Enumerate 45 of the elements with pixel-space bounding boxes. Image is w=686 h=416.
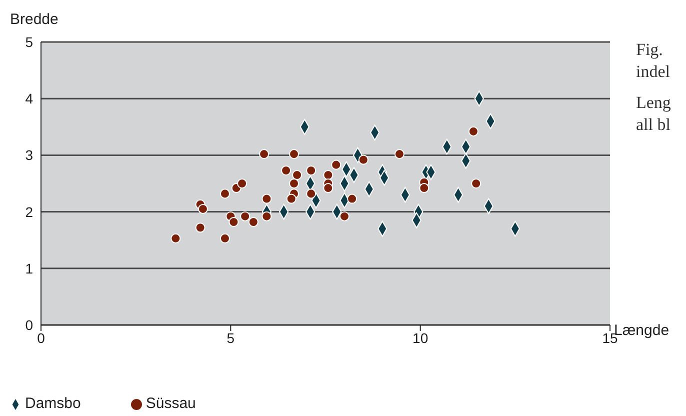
- point: [323, 170, 334, 180]
- y-tick-label: 2: [25, 204, 34, 220]
- point: [358, 154, 368, 165]
- point: [306, 188, 316, 199]
- point: [237, 178, 248, 189]
- text: Fig.: [636, 40, 663, 60]
- point: [281, 165, 292, 176]
- y-tick-label: 0: [25, 316, 34, 333]
- point: [198, 204, 208, 214]
- point: [347, 194, 358, 204]
- point: [419, 183, 430, 194]
- point: [394, 149, 404, 160]
- point: [240, 211, 250, 222]
- text: Leng: [636, 93, 671, 113]
- x-tick-label: 5: [226, 330, 235, 346]
- point: [262, 211, 272, 222]
- point: [220, 188, 230, 199]
- y-tick-label: 3: [25, 147, 34, 164]
- point: [220, 233, 230, 244]
- point: [471, 178, 482, 189]
- point: [228, 216, 239, 227]
- point: [292, 170, 302, 180]
- point: [248, 216, 258, 227]
- point: [468, 126, 478, 136]
- point: [331, 160, 342, 170]
- point: [339, 211, 350, 222]
- text: all bl: [636, 115, 670, 135]
- y-tick-label: 4: [25, 90, 34, 107]
- x-tick-label: 10: [412, 330, 428, 346]
- point: [289, 149, 300, 160]
- point: [289, 178, 300, 189]
- legend-label: Damsbo: [25, 395, 81, 412]
- y-tick-label: 5: [25, 34, 34, 50]
- point: [306, 165, 316, 176]
- point: [286, 194, 296, 204]
- text: indel: [636, 62, 670, 82]
- y-tick-label: 1: [25, 260, 34, 276]
- point: [323, 183, 334, 194]
- y-axis-title: Bredde: [10, 11, 58, 28]
- legend-label: Süssau: [146, 395, 196, 412]
- point: [262, 194, 272, 204]
- x-tick-label: 0: [37, 330, 46, 346]
- point: [259, 149, 270, 160]
- point: [195, 222, 206, 233]
- point: [170, 233, 181, 244]
